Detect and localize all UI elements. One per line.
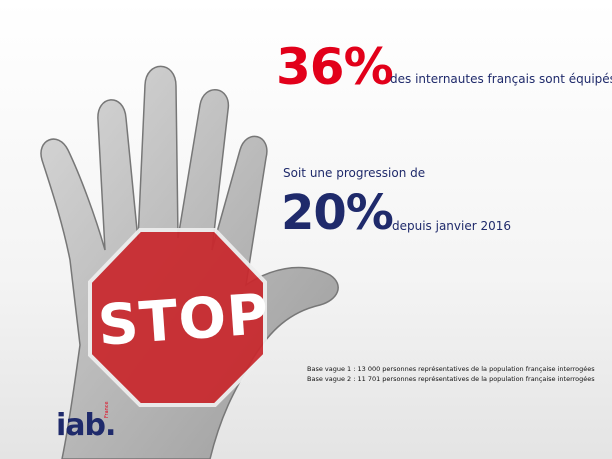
headline-value: 36%: [276, 38, 394, 96]
progression-text: depuis janvier 2016: [392, 219, 512, 233]
octagon: [88, 228, 267, 407]
footnote: Base vague 2 : 11 701 personnes représen…: [307, 375, 595, 383]
progression-value: 20%: [281, 185, 394, 241]
stop-sign: [88, 228, 267, 407]
footnote: Base vague 1 : 13 000 personnes représen…: [307, 365, 595, 373]
logo-region: France: [104, 401, 110, 418]
sign-text: STOP: [95, 282, 272, 359]
progression-intro: Soit une progression de: [283, 166, 426, 180]
logo-name: iab.: [56, 408, 116, 443]
headline-text: des internautes français sont équipés: [390, 72, 612, 86]
